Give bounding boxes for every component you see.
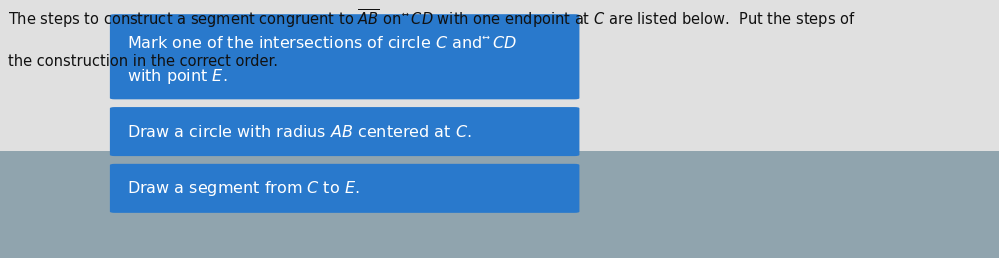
Text: Draw a segment from $C$ to $E$.: Draw a segment from $C$ to $E$.: [127, 179, 360, 198]
Text: The steps to construct a segment congruent to $\overline{AB}$ on $\overleftright: The steps to construct a segment congrue…: [8, 8, 856, 30]
Bar: [0, 151, 999, 258]
FancyBboxPatch shape: [110, 164, 579, 213]
FancyBboxPatch shape: [110, 107, 579, 156]
Text: with point $E$.: with point $E$.: [127, 67, 228, 86]
Text: Mark one of the intersections of circle $C$ and $\overleftrightarrow{CD}$: Mark one of the intersections of circle …: [127, 34, 517, 51]
Text: the construction in the correct order.: the construction in the correct order.: [8, 54, 278, 69]
Bar: [0, 0, 999, 151]
FancyBboxPatch shape: [110, 14, 579, 99]
Text: Draw a circle with radius $AB$ centered at $C$.: Draw a circle with radius $AB$ centered …: [127, 124, 472, 140]
